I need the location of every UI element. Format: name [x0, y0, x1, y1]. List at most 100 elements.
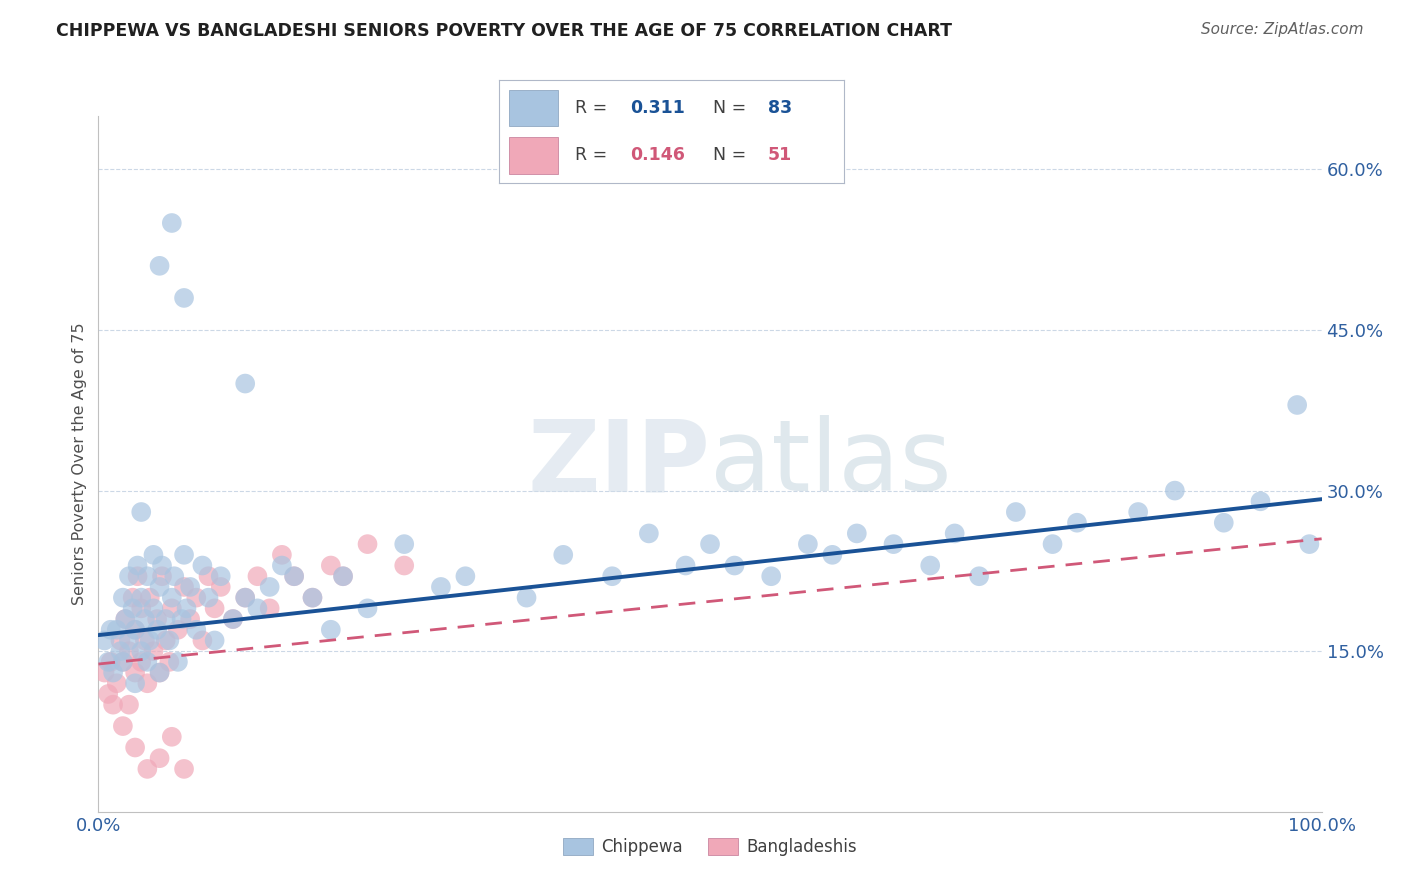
Point [233, 376, 256, 391]
Point [149, 259, 172, 273]
Point [160, 601, 183, 615]
Point [246, 569, 269, 583]
Point [134, 612, 156, 626]
Point [118, 644, 141, 658]
Point [118, 569, 141, 583]
Point [270, 548, 294, 562]
Point [173, 291, 195, 305]
Point [101, 665, 124, 680]
Point [111, 655, 134, 669]
Point [319, 558, 342, 573]
Point [761, 569, 783, 583]
Text: CHIPPEWA VS BANGLADESHI SENIORS POVERTY OVER THE AGE OF 75 CORRELATION CHART: CHIPPEWA VS BANGLADESHI SENIORS POVERTY … [56, 22, 952, 40]
Point [157, 655, 180, 669]
Point [1066, 516, 1088, 530]
Point [163, 569, 186, 583]
Text: R =: R = [575, 99, 607, 117]
Point [97, 687, 120, 701]
Point [1212, 516, 1234, 530]
Point [637, 526, 661, 541]
Point [209, 569, 232, 583]
Point [100, 623, 122, 637]
Point [105, 676, 128, 690]
Point [127, 558, 149, 573]
Point [356, 537, 378, 551]
Point [160, 216, 183, 230]
Point [222, 612, 245, 626]
Point [179, 612, 201, 626]
Point [167, 655, 190, 669]
Point [259, 580, 281, 594]
FancyBboxPatch shape [509, 136, 558, 174]
Point [93, 633, 115, 648]
Point [392, 558, 416, 573]
Point [139, 633, 162, 648]
Point [136, 762, 159, 776]
Point [110, 644, 132, 658]
Point [920, 558, 942, 573]
Point [150, 558, 173, 573]
Point [173, 762, 195, 776]
Point [197, 569, 219, 583]
Point [150, 569, 173, 583]
Point [392, 537, 416, 551]
Point [124, 623, 146, 637]
Point [142, 644, 165, 658]
Text: N =: N = [713, 146, 747, 164]
Point [1298, 537, 1320, 551]
Point [118, 633, 141, 648]
Point [454, 569, 477, 583]
Point [1004, 505, 1026, 519]
Text: ZIP: ZIP [527, 416, 710, 512]
Point [111, 719, 134, 733]
Text: 0.146: 0.146 [630, 146, 685, 164]
Point [114, 612, 136, 626]
Point [319, 623, 342, 637]
Point [1286, 398, 1309, 412]
Point [101, 698, 124, 712]
Point [675, 558, 697, 573]
Point [155, 612, 177, 626]
Text: R =: R = [575, 146, 607, 164]
Point [93, 665, 115, 680]
Point [124, 740, 146, 755]
Point [136, 676, 159, 690]
Point [110, 633, 132, 648]
Point [600, 569, 623, 583]
Point [270, 558, 294, 573]
Point [967, 569, 990, 583]
Point [124, 676, 146, 690]
Point [142, 548, 165, 562]
Point [124, 665, 146, 680]
Point [173, 548, 195, 562]
Point [129, 505, 152, 519]
Point [121, 601, 143, 615]
Point [332, 569, 354, 583]
Point [186, 591, 208, 605]
Point [146, 623, 169, 637]
Text: 83: 83 [768, 99, 792, 117]
Point [515, 591, 537, 605]
Point [233, 591, 256, 605]
Point [114, 612, 136, 626]
Text: atlas: atlas [710, 416, 952, 512]
Point [129, 591, 152, 605]
Point [179, 580, 201, 594]
Point [111, 591, 134, 605]
Point [111, 655, 134, 669]
Point [136, 655, 159, 669]
Point [176, 601, 198, 615]
Point [142, 601, 165, 615]
Point [356, 601, 378, 615]
Point [430, 580, 453, 594]
Point [136, 569, 159, 583]
Point [191, 558, 214, 573]
Point [121, 591, 143, 605]
Point [259, 601, 281, 615]
Point [129, 601, 152, 615]
Point [105, 623, 128, 637]
Point [149, 665, 172, 680]
Point [553, 548, 575, 562]
Point [129, 655, 152, 669]
Point [1164, 483, 1187, 498]
